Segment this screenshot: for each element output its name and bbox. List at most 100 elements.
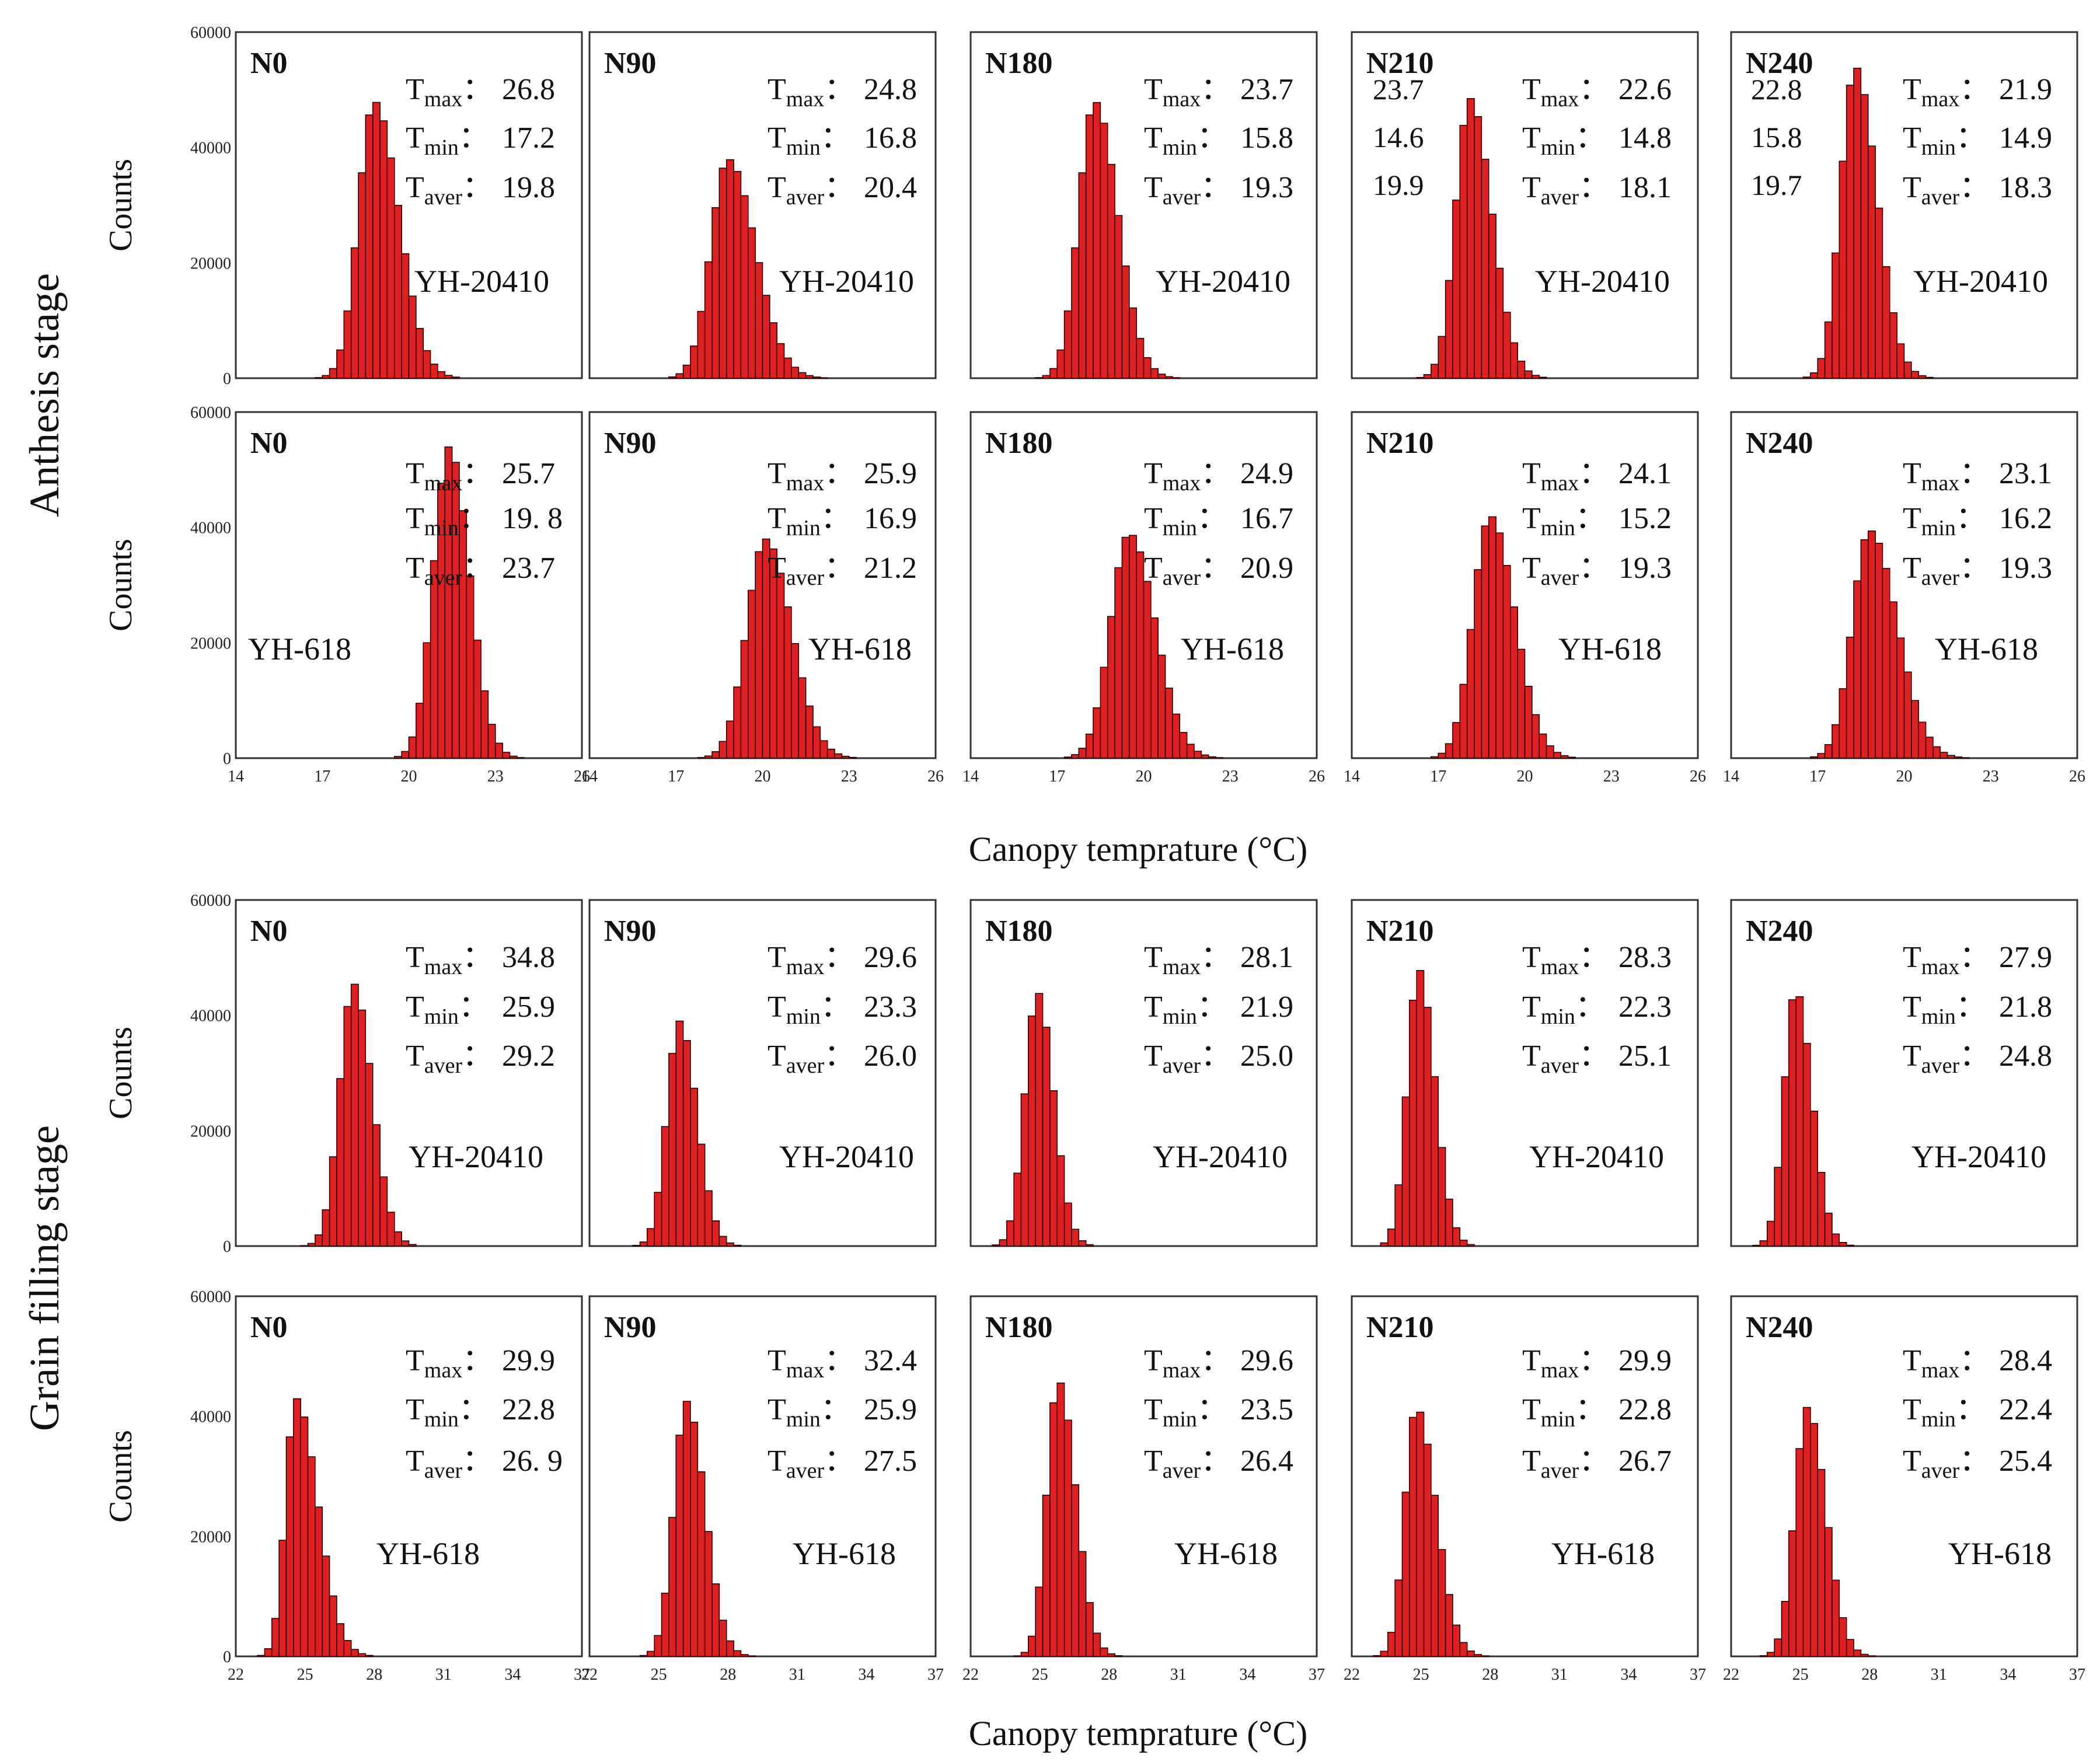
panel-anthesis-yh-618-n0: N0 Tmax： 25.7 Tmin： 19. 8 Taver： 23.7 YH-618 [235, 411, 583, 759]
histogram-bar [1085, 114, 1094, 379]
stat-label-tmax: Tmax： [406, 941, 493, 979]
histogram-bar [725, 720, 734, 759]
extra-value: 19.7 [1751, 169, 1802, 201]
histogram-bar [1409, 999, 1417, 1247]
stat-label-tmax: Tmax： [1903, 73, 1990, 111]
histogram-bar [704, 755, 713, 759]
histogram-bar [1128, 307, 1137, 379]
histogram-bar [1810, 1110, 1819, 1247]
histogram-bar [1832, 252, 1840, 379]
stat-value-taver: 29.2 [502, 1039, 555, 1073]
histogram-bar [798, 677, 807, 759]
histogram-bar [1423, 1443, 1432, 1657]
stat-value-taver: 26. 9 [502, 1445, 563, 1478]
stat-label-tmax: Tmax： [768, 941, 854, 979]
stat-label-tmin: Tmin： [406, 1393, 489, 1432]
histogram-bar [307, 1456, 316, 1657]
x-tick-label: 22 [962, 1666, 979, 1684]
stat-label-tmax: Tmax： [1903, 941, 1990, 979]
stat-value-tmax: 21.9 [1999, 73, 2052, 106]
histogram-bar [1860, 539, 1869, 759]
histogram-bar [1474, 569, 1482, 759]
stat-value-tmin: 21.8 [1999, 990, 2052, 1024]
panel-frame [969, 31, 1318, 379]
x-tick-label: 26 [1690, 767, 1706, 786]
stat-value-tmin: 16.8 [864, 121, 917, 155]
histogram-bar [1452, 1227, 1461, 1247]
stage-label: Grain filling stage [21, 1125, 68, 1431]
y-tick-label: 20000 [190, 1122, 231, 1140]
histogram-bar [423, 642, 431, 759]
stat-value-taver: 19.8 [502, 171, 555, 204]
histogram-bar [1013, 1173, 1022, 1247]
histogram-bar [1179, 732, 1188, 759]
histogram-bar [466, 575, 475, 759]
histogram-bar [1394, 1184, 1403, 1247]
stat-label-tmax: Tmax： [406, 1344, 493, 1383]
histogram-bar [841, 755, 850, 759]
histogram-bar [711, 751, 720, 759]
panel-title: N180 [985, 427, 1053, 460]
cultivar-label: YH-20410 [1913, 264, 2048, 299]
histogram-bar [278, 1540, 287, 1657]
histogram-bar [704, 1531, 713, 1657]
histogram-bar [1172, 713, 1181, 759]
panel-title: N210 [1366, 1311, 1434, 1344]
histogram-bar [1387, 1229, 1396, 1247]
histogram-bar [1445, 1198, 1453, 1247]
cultivar-label: YH-618 [793, 1536, 896, 1571]
extra-value: 22.8 [1751, 73, 1802, 106]
histogram-bar [300, 1416, 309, 1657]
x-tick-label: 14 [228, 767, 244, 786]
stat-value-tmax: 26.8 [502, 73, 555, 106]
panel-title: N180 [985, 915, 1053, 948]
histogram-bar [1795, 1448, 1804, 1657]
histogram-bar [393, 1231, 402, 1247]
x-tick-label: 31 [1551, 1666, 1568, 1684]
histogram-bar [1042, 375, 1051, 379]
histogram-bar [307, 1243, 316, 1247]
x-tick-label: 28 [1861, 1666, 1878, 1684]
stat-value-tmax: 32.4 [864, 1344, 917, 1377]
histogram-bar [1049, 1402, 1058, 1657]
stat-label-tmax: Tmax： [1522, 941, 1609, 979]
histogram-bar [1817, 1172, 1826, 1247]
y-tick-label: 60000 [190, 892, 231, 910]
panel-grain-yh-20410-n90: N90 Tmax： 29.6 Tmin： 23.3 Taver： 26.0 YH-20410 [588, 899, 937, 1247]
panel-title: N90 [604, 47, 657, 80]
histogram-bar [1136, 551, 1145, 759]
histogram-bar [1860, 94, 1869, 379]
histogram-bar [1875, 207, 1883, 379]
stat-value-taver: 25.0 [1240, 1039, 1293, 1073]
histogram-bar [697, 1143, 706, 1247]
x-tick-label: 17 [1430, 767, 1446, 786]
histogram-bar [718, 741, 727, 759]
histogram-bar [1093, 102, 1101, 379]
panel-title: N0 [250, 915, 288, 948]
histogram-bar [740, 195, 749, 379]
histogram-bar [1567, 756, 1576, 759]
histogram-bar [408, 736, 417, 759]
histogram-bar [1452, 1624, 1461, 1657]
histogram-bar [1474, 116, 1482, 379]
histogram-bar [365, 114, 374, 379]
histogram-bar [1042, 1027, 1051, 1247]
histogram-bar [1438, 1147, 1446, 1247]
histogram-bar [1502, 564, 1511, 759]
histogram-bar [1071, 247, 1080, 379]
histogram-bar [704, 1190, 713, 1247]
histogram-bar [711, 1583, 720, 1657]
stat-value-tmax: 29.9 [1618, 1344, 1672, 1377]
x-tick-label: 22 [1344, 1666, 1360, 1684]
histogram-bar [805, 375, 814, 379]
stage-labels: Anthesis stage Grain filling stage [21, 273, 68, 1431]
histogram-bar [1911, 700, 1920, 759]
histogram-bar [1049, 368, 1058, 379]
cultivar-label: YH-618 [248, 631, 351, 667]
x-tick-label: 20 [1517, 767, 1533, 786]
histogram-bar [386, 157, 395, 379]
histogram-bar [1056, 1155, 1065, 1247]
cultivar-label: YH-20410 [1535, 264, 1670, 299]
x-tick-label: 37 [1309, 1666, 1325, 1684]
stat-value-tmax: 29.6 [864, 941, 917, 974]
